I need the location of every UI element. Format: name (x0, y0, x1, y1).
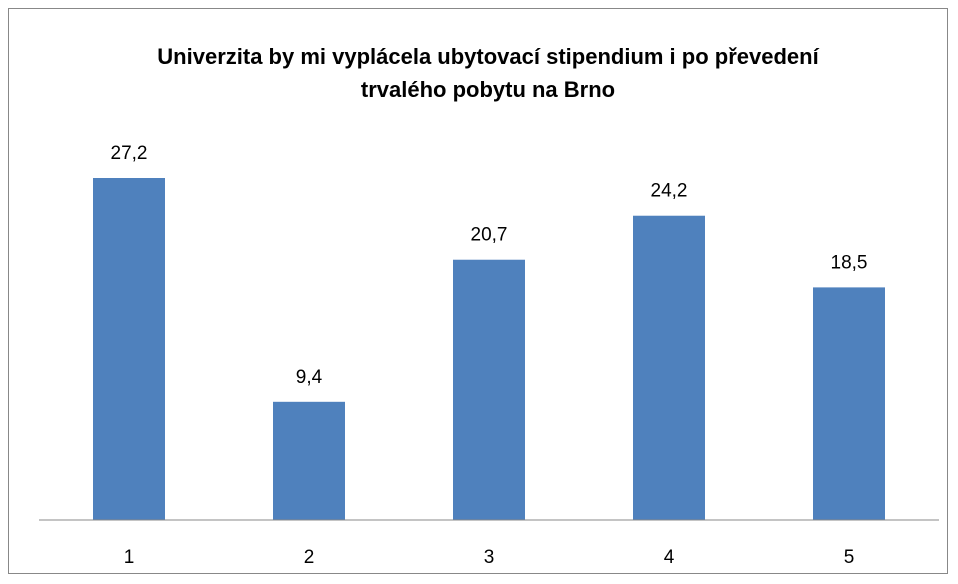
x-tick-label: 3 (484, 547, 495, 568)
x-tick-label: 5 (844, 547, 855, 568)
data-label: 27,2 (111, 143, 148, 164)
bar (813, 287, 885, 520)
x-tick-label: 2 (304, 547, 315, 568)
bar (453, 259, 525, 520)
bar (273, 401, 345, 520)
data-label: 24,2 (651, 181, 688, 202)
chart-title: Univerzita by mi vyplácela ubytovací sti… (157, 44, 819, 102)
data-label: 9,4 (296, 367, 323, 388)
bar (633, 215, 705, 520)
data-label: 18,5 (831, 252, 868, 273)
x-tick-label: 4 (664, 547, 675, 568)
bar (93, 178, 165, 520)
x-tick-label: 1 (124, 547, 135, 568)
chart-frame (8, 8, 948, 574)
data-label: 20,7 (471, 225, 508, 246)
